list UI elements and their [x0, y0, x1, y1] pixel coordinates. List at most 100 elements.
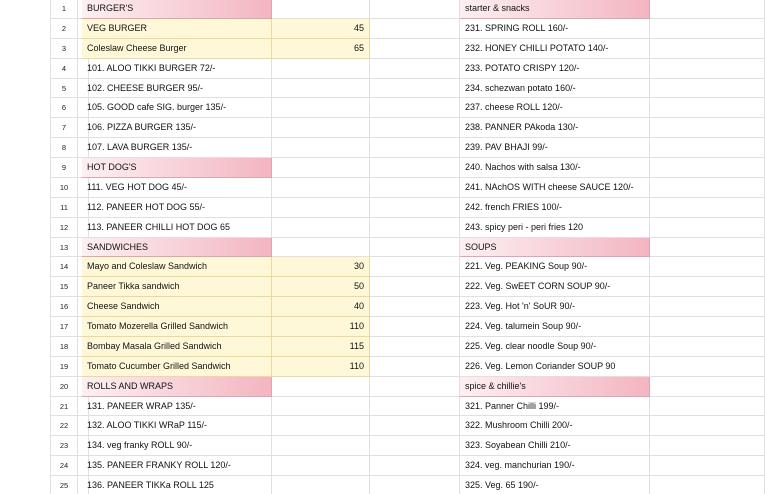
menu-item: 224. Veg. talumein Soup 90/- — [460, 317, 650, 337]
empty-cell — [650, 217, 765, 238]
price-cell — [272, 237, 370, 258]
row-number: 4 — [50, 58, 78, 79]
empty-cell — [650, 78, 765, 99]
empty-cell — [370, 38, 460, 59]
section-header: SANDWICHES — [82, 237, 272, 258]
row-number: 7 — [50, 118, 78, 139]
price-cell — [272, 158, 370, 178]
price-cell — [272, 396, 370, 417]
menu-item: 134. veg franky ROLL 90/- — [82, 436, 272, 457]
price-cell: 50 — [272, 277, 370, 298]
menu-item: 241. NAchOS WITH cheese SAUCE 120/- — [460, 177, 650, 198]
menu-item: 240. Nachos with salsa 130/- — [460, 158, 650, 178]
row-number: 14 — [50, 257, 78, 278]
menu-item: 112. PANEER HOT DOG 55/- — [82, 197, 272, 218]
menu-item: 111. VEG HOT DOG 45/- — [82, 177, 272, 198]
row-number: 2 — [50, 18, 78, 39]
menu-item: 324. veg. manchurian 190/- — [460, 456, 650, 476]
spacer-cell — [78, 476, 89, 494]
empty-cell — [370, 416, 460, 437]
empty-cell — [650, 336, 765, 357]
empty-cell — [370, 177, 460, 198]
row-number: 21 — [50, 396, 78, 417]
menu-item: Tomato Mozerella Grilled Sandwich — [82, 317, 272, 337]
row-number: 22 — [50, 416, 78, 437]
empty-cell — [650, 456, 765, 476]
empty-cell — [370, 376, 460, 397]
empty-cell — [650, 237, 765, 258]
price-cell: 115 — [272, 336, 370, 357]
empty-cell — [370, 317, 460, 337]
price-cell: 45 — [272, 18, 370, 39]
price-cell: 40 — [272, 297, 370, 317]
empty-cell — [370, 0, 460, 19]
menu-item: 243. spicy peri - peri fries 120 — [460, 217, 650, 238]
empty-cell — [370, 58, 460, 79]
empty-cell — [650, 416, 765, 437]
menu-item: 323. Soyabean Chilli 210/- — [460, 436, 650, 457]
row-number: 13 — [50, 237, 78, 258]
empty-cell — [370, 197, 460, 218]
section-header: HOT DOG'S — [82, 158, 272, 178]
row-number: 17 — [50, 317, 78, 337]
empty-cell — [650, 158, 765, 178]
menu-item: 102. CHEESE BURGER 95/- — [82, 78, 272, 99]
empty-cell — [650, 177, 765, 198]
row-number: 10 — [50, 177, 78, 198]
price-cell — [272, 118, 370, 139]
empty-cell — [650, 197, 765, 218]
row-number: 8 — [50, 138, 78, 158]
menu-item: 107. LAVA BURGER 135/- — [82, 138, 272, 158]
empty-cell — [370, 217, 460, 238]
empty-cell — [650, 98, 765, 119]
row-number: 24 — [50, 456, 78, 476]
empty-cell — [370, 98, 460, 119]
row-number: 25 — [50, 476, 78, 494]
empty-cell — [650, 297, 765, 317]
menu-item: 238. PANNER PAkoda 130/- — [460, 118, 650, 139]
price-cell: 110 — [272, 356, 370, 377]
menu-item: 135. PANEER FRANKY ROLL 120/- — [82, 456, 272, 476]
empty-cell — [650, 396, 765, 417]
empty-cell — [650, 257, 765, 278]
row-number: 16 — [50, 297, 78, 317]
empty-cell — [370, 396, 460, 417]
price-cell: 110 — [272, 317, 370, 337]
menu-item: Mayo and Coleslaw Sandwich — [82, 257, 272, 278]
empty-cell — [650, 376, 765, 397]
empty-cell — [650, 277, 765, 298]
row-number: 6 — [50, 98, 78, 119]
menu-item: 136. PANEER TIKKa ROLL 125 — [82, 476, 272, 494]
price-cell — [272, 436, 370, 457]
menu-item: 223. Veg. Hot 'n' SoUR 90/- — [460, 297, 650, 317]
menu-item: Tomato Cucumber Grilled Sandwich — [82, 356, 272, 377]
price-cell — [272, 376, 370, 397]
price-cell — [272, 197, 370, 218]
empty-cell — [370, 138, 460, 158]
menu-item: Paneer Tikka sandwich — [82, 277, 272, 298]
empty-cell — [370, 237, 460, 258]
menu-item: 131. PANEER WRAP 135/- — [82, 396, 272, 417]
row-number: 23 — [50, 436, 78, 457]
menu-item: VEG BURGER — [82, 18, 272, 39]
section-header: BURGER'S — [82, 0, 272, 19]
empty-cell — [370, 476, 460, 494]
menu-item: 231. SPRING ROLL 160/- — [460, 18, 650, 39]
price-cell — [272, 217, 370, 238]
row-number: 15 — [50, 277, 78, 298]
menu-item: 321. Panner Chilli 199/- — [460, 396, 650, 417]
menu-item: 225. Veg. clear noodle Soup 90/- — [460, 336, 650, 357]
menu-item: 221. Veg. PEAKING Soup 90/- — [460, 257, 650, 278]
menu-item: 237. cheese ROLL 120/- — [460, 98, 650, 119]
menu-item: 105. GOOD cafe SIG. burger 135/- — [82, 98, 272, 119]
price-cell — [272, 78, 370, 99]
row-number: 3 — [50, 38, 78, 59]
section-header: SOUPS — [460, 237, 650, 258]
menu-item: 101. ALOO TIKKI BURGER 72/- — [82, 58, 272, 79]
empty-cell — [370, 18, 460, 39]
empty-cell — [370, 436, 460, 457]
empty-cell — [370, 336, 460, 357]
section-header: ROLLS AND WRAPS — [82, 376, 272, 397]
menu-item: 106. PIZZA BURGER 135/- — [82, 118, 272, 139]
menu-item: Coleslaw Cheese Burger — [82, 38, 272, 59]
